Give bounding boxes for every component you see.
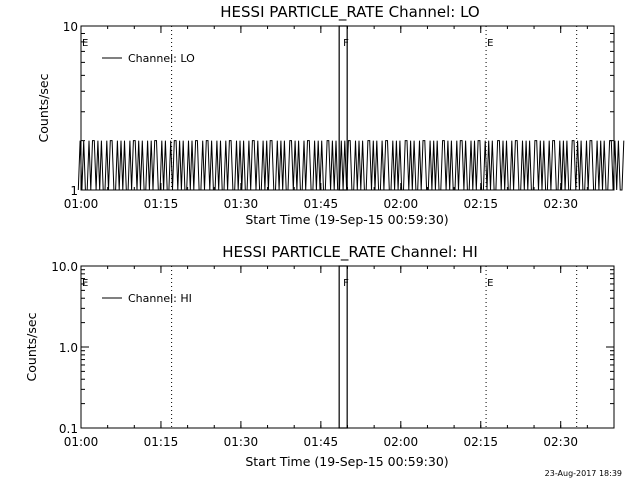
x-tick-label: 01:15	[144, 435, 179, 449]
event-marker-label: F	[343, 38, 349, 49]
panel-hi: HESSI PARTICLE_RATE Channel: HI Counts/s…	[24, 243, 615, 469]
x-tick-label: 01:00	[64, 197, 99, 211]
y-tick-label: 1	[70, 184, 78, 198]
x-tick-label: 02:15	[463, 435, 498, 449]
x-axis-label-lo: Start Time (19-Sep-15 00:59:30)	[245, 212, 448, 227]
chart-title-lo: HESSI PARTICLE_RATE Channel: LO	[220, 3, 479, 22]
event-marker-label: F	[343, 278, 349, 289]
y-axis-label-hi: Counts/sec	[24, 312, 39, 381]
chart-title-hi: HESSI PARTICLE_RATE Channel: HI	[222, 243, 478, 262]
ticks-lo: 01:00 01:15 01:30 01:45 02:00 02:15 02:30 1 10	[63, 20, 615, 211]
event-marker-label: E	[487, 278, 493, 289]
y-tick-label: 1.0	[59, 341, 78, 355]
event-marker-label: E	[487, 38, 493, 49]
y-tick-label: 0.1	[59, 422, 78, 436]
x-tick-label: 02:00	[384, 197, 419, 211]
x-axis-label-hi: Start Time (19-Sep-15 00:59:30)	[245, 454, 448, 469]
x-tick-label: 02:00	[384, 435, 419, 449]
x-tick-label: 01:00	[64, 435, 99, 449]
footer-timestamp: 23-Aug-2017 18:39	[545, 469, 622, 478]
x-tick-label: 01:15	[144, 197, 179, 211]
x-tick-label: 02:30	[543, 435, 578, 449]
flare-marker	[338, 265, 348, 429]
x-tick-label: 01:45	[304, 197, 339, 211]
event-marker-label: E	[82, 38, 88, 49]
event-marker-label: E	[82, 278, 88, 289]
x-tick-label: 02:30	[543, 197, 578, 211]
x-tick-label: 02:15	[463, 197, 498, 211]
legend-label-lo: Channel: LO	[128, 52, 195, 65]
series-line	[77, 140, 625, 191]
y-tick-label: 10.0	[51, 260, 78, 274]
panel-lo: HESSI PARTICLE_RATE Channel: LO Counts/s…	[36, 3, 625, 227]
x-tick-label: 01:30	[224, 197, 259, 211]
x-tick-label: 01:45	[304, 435, 339, 449]
series-lo	[77, 140, 625, 191]
x-tick-label: 01:30	[224, 435, 259, 449]
ticks-hi: 01:00 01:15 01:30 01:45 02:00 02:15 02:30 0.1 1.…	[51, 260, 615, 449]
y-axis-label-lo: Counts/sec	[36, 73, 51, 142]
legend-label-hi: Channel: HI	[128, 292, 192, 305]
y-tick-label: 10	[63, 20, 78, 34]
